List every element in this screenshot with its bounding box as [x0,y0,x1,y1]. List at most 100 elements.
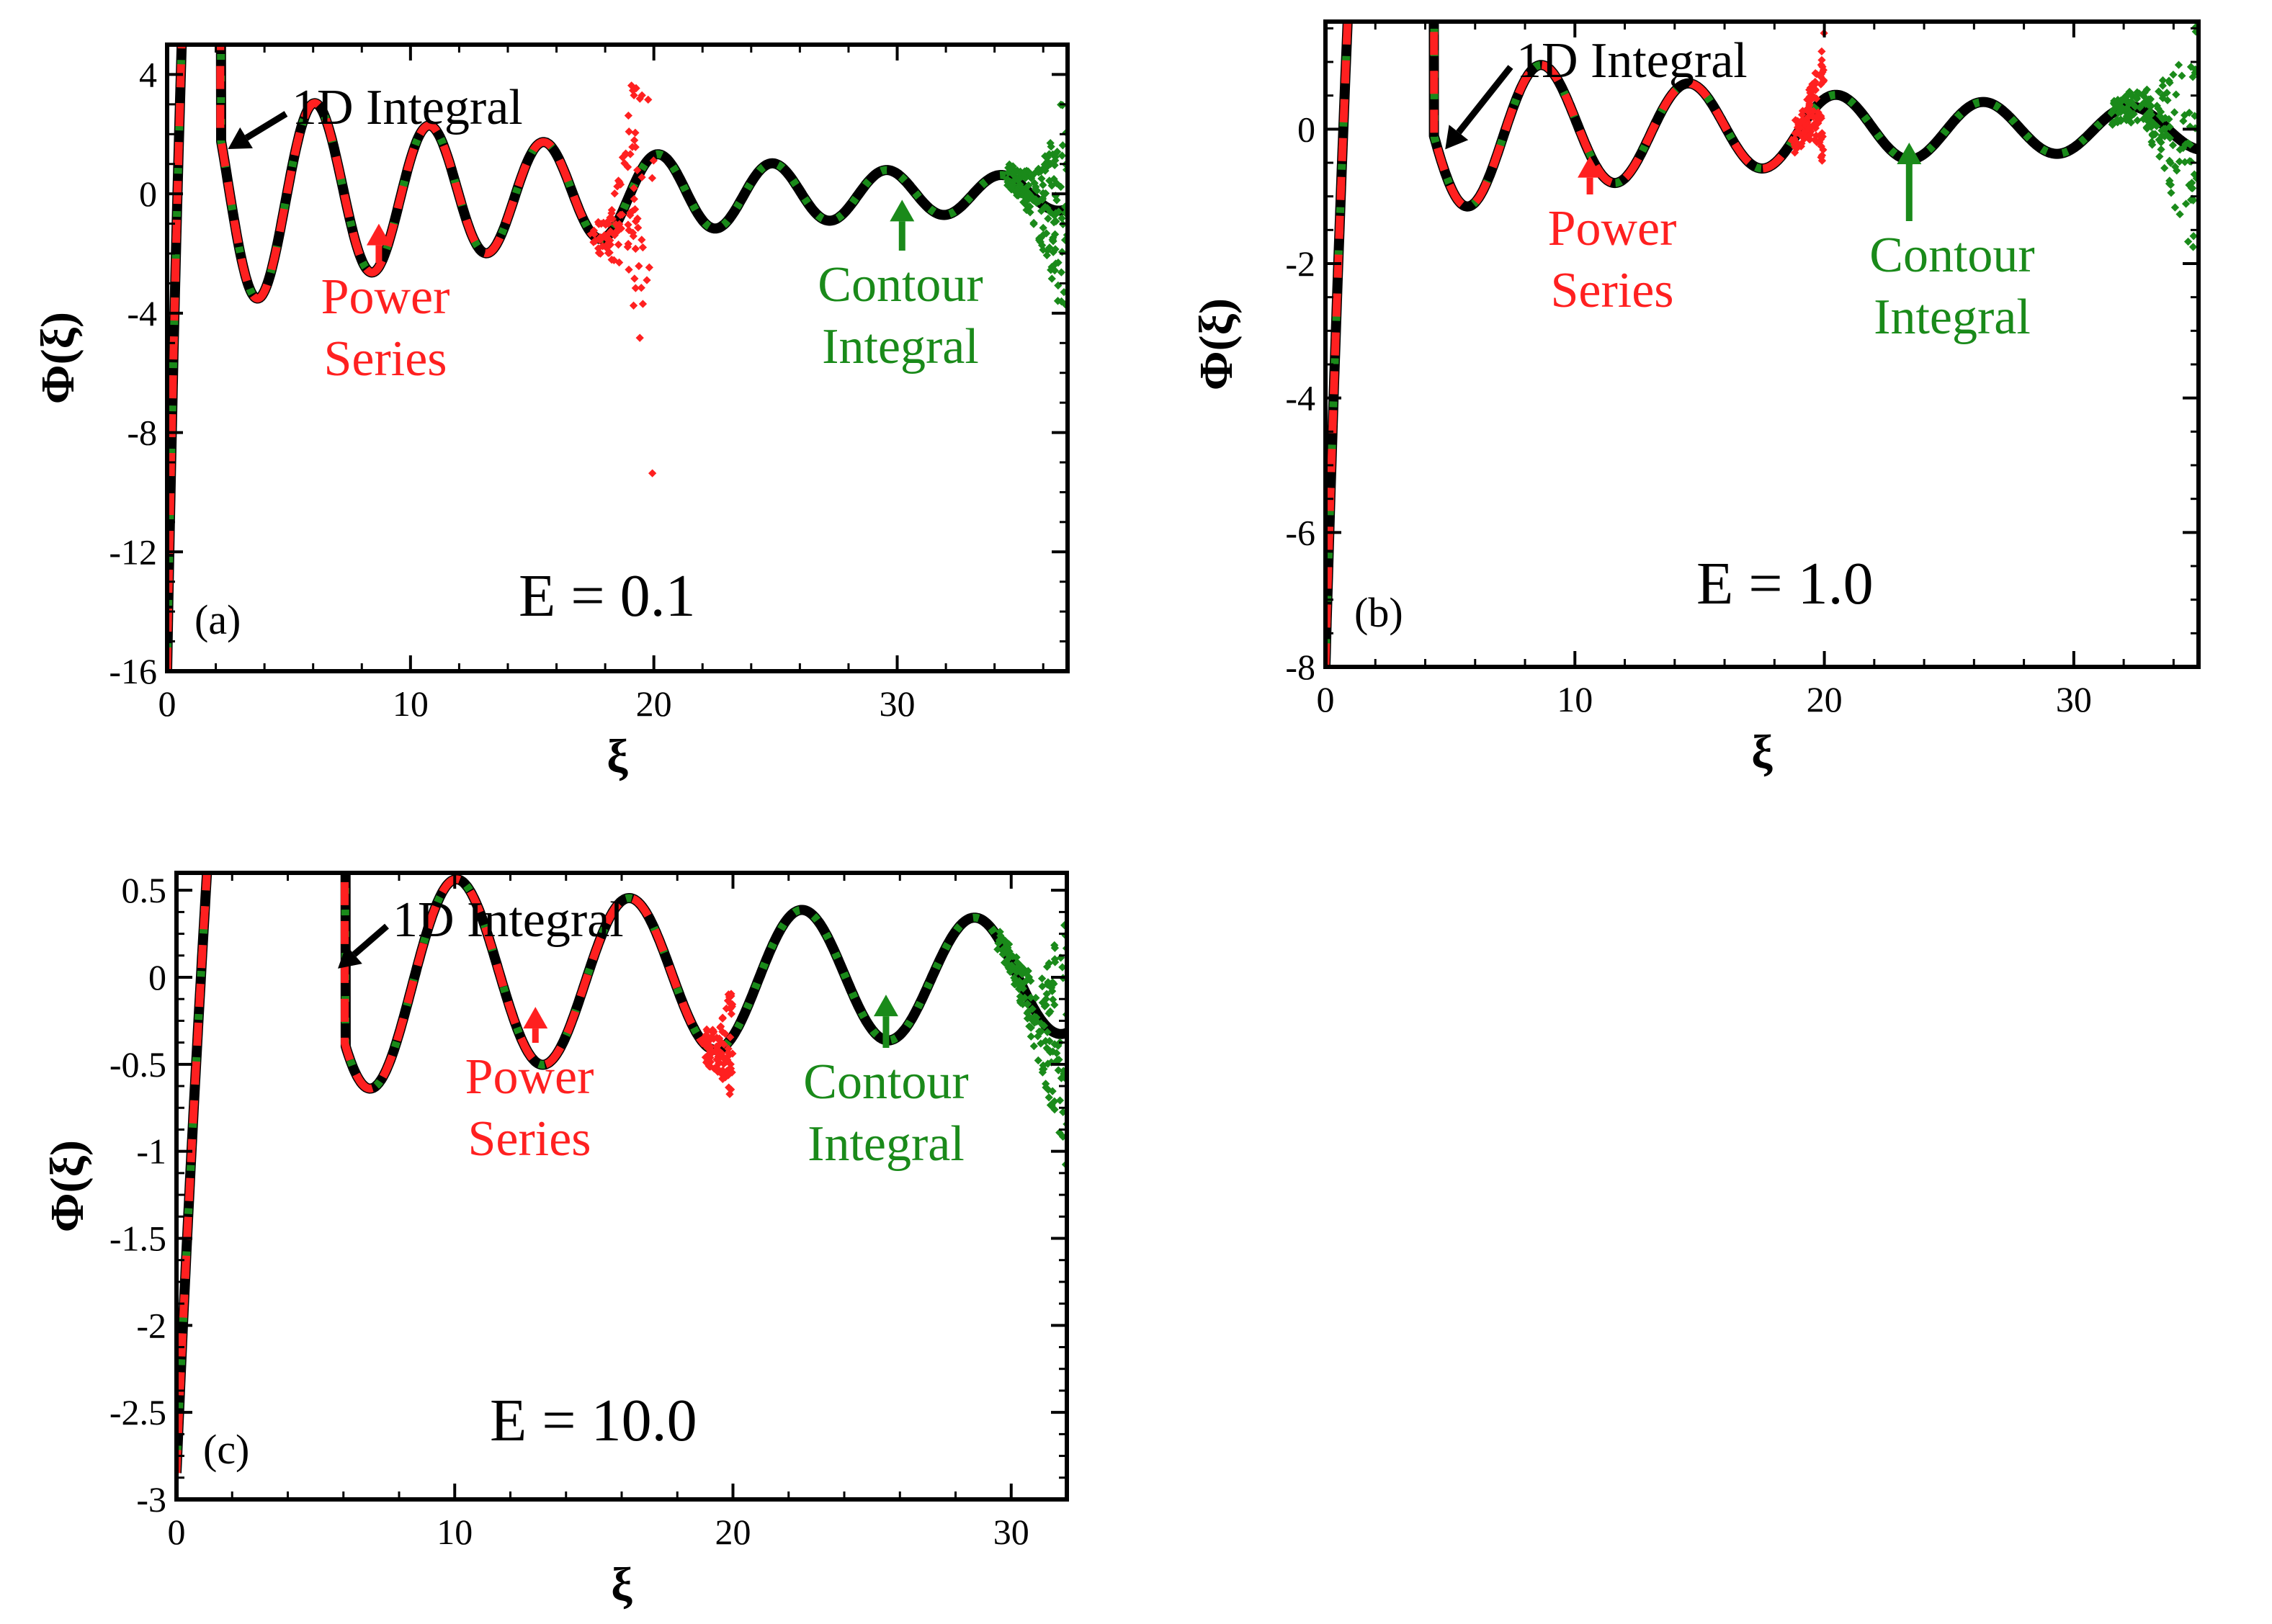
power-series-point [703,1038,712,1046]
contour-integral-point [1003,174,1011,184]
power-series-point [1790,148,1799,157]
annotation-label: Contour [1869,228,2034,283]
y-tick-label: -8 [127,413,157,453]
x-tick-label: 20 [1807,679,1843,719]
power-series-point [630,274,639,283]
power-series-point [725,1090,734,1098]
contour-integral-point [1029,220,1038,228]
contour-integral-point [2175,210,2184,219]
contour-integral-point [1023,1000,1032,1009]
contour-integral-point [1043,1028,1052,1036]
contour-integral-point [1051,209,1060,217]
power-series-point [715,1034,724,1043]
contour-integral-point [2183,139,2193,148]
y-tick-label: -4 [1285,378,1315,418]
annotation-label: Integral [822,319,979,374]
power-series-point [631,143,640,151]
contour-integral-point [2165,156,2174,165]
annotation-label: Contour [818,257,983,313]
y-tick-label: -12 [109,531,157,572]
contour-integral-point [1031,185,1040,194]
contour-integral-point [1017,982,1026,991]
power-series-point [620,159,629,168]
contour-integral-point [1053,297,1063,305]
contour-integral-point [2167,189,2175,197]
contour-integral-point [1045,1036,1054,1046]
arrow-head-icon [228,127,253,149]
contour-integral-point [1039,230,1047,239]
contour-integral-point [2174,60,2183,69]
contour-integral-point [1054,1066,1063,1075]
contour-integral-point [2108,120,2117,129]
chart-title: E = 1.0 [1696,550,1874,617]
power-series-point [1806,130,1815,139]
panel-tag: (b) [1354,589,1403,636]
contour-integral-point [1027,1032,1035,1041]
annotation-label: Integral [1874,290,2031,345]
contour-integral-point [1051,149,1060,158]
power-series-point [604,220,613,228]
x-axis-label: ξ [1751,726,1773,779]
power-series-point [631,217,640,226]
panel-3: 0 10 20 30 0.5 0 -0.5 -1 -1.5 -2 -2.5 -3 ξ Φ(ξ) (c) E =… [41,870,1069,1611]
contour-integral-point [2147,138,2156,146]
contour-integral-point [2189,196,2198,205]
power-series-point [725,1083,733,1092]
arrow-head-icon [890,199,915,222]
power-series-point [589,226,599,235]
contour-integral-point [2162,130,2171,139]
contour-integral-point [2160,125,2168,133]
power-series-point [724,1065,733,1075]
annotation-label: Power [321,269,450,325]
contour-integral-point [2110,97,2119,105]
axes-frame [1323,19,2201,669]
contour-integral-point [1042,251,1051,260]
x-tick-label: 30 [2056,679,2092,719]
contour-integral-point [1045,1009,1053,1018]
power-series-point [625,225,633,235]
annotation-1d-integral: 1D Integral [1445,33,1748,150]
contour-integral-point [2158,81,2168,90]
y-tick-label: -1.5 [109,1219,166,1259]
contour-integral-point [2175,157,2184,166]
power-series-point [1815,131,1824,140]
annotation-power-series: Power Series [321,223,450,387]
power-series-point [625,127,633,136]
contour-integral-point [2186,63,2196,71]
contour-integral-point [1026,208,1034,217]
annotation-contour-integral: Contour Integral [803,995,969,1172]
y-tick-label: -0.5 [109,1044,166,1085]
annotation-label: Series [323,331,447,387]
contour-integral-point [2122,113,2131,122]
y-tick-label: -3 [136,1479,166,1520]
power-series-point [1804,107,1813,117]
contour-integral-point [2188,179,2196,187]
power-series-point [1799,128,1808,138]
contour-integral-point [2170,108,2179,117]
x-tick-label: 10 [437,1512,473,1552]
contour-integral-point [1034,1032,1042,1041]
contour-integral-point [1002,946,1011,955]
contour-integral-point [2179,117,2188,125]
contour-integral-point [2113,115,2121,124]
y-axis-label: Φ(ξ) [1190,298,1243,390]
y-tick-label: -1 [136,1131,166,1172]
y-axis-label: Φ(ξ) [41,1140,94,1232]
power-series-divergence [589,81,658,477]
power-series-point [631,128,640,137]
power-series-point [630,184,638,192]
contour-integral-point [1045,1093,1053,1102]
power-series-point [634,223,643,232]
y-tick-label: -2 [1285,243,1315,284]
power-series-point [728,1000,737,1009]
contour-integral-point [1037,1019,1045,1028]
contour-integral-point [1045,150,1054,158]
power-series-point [645,263,653,272]
contour-integral-point [1049,248,1057,256]
plot-area [1325,22,2199,667]
contour-integral-point [1024,1007,1033,1015]
contour-integral-point [1037,1027,1046,1036]
power-series-point [635,261,643,271]
